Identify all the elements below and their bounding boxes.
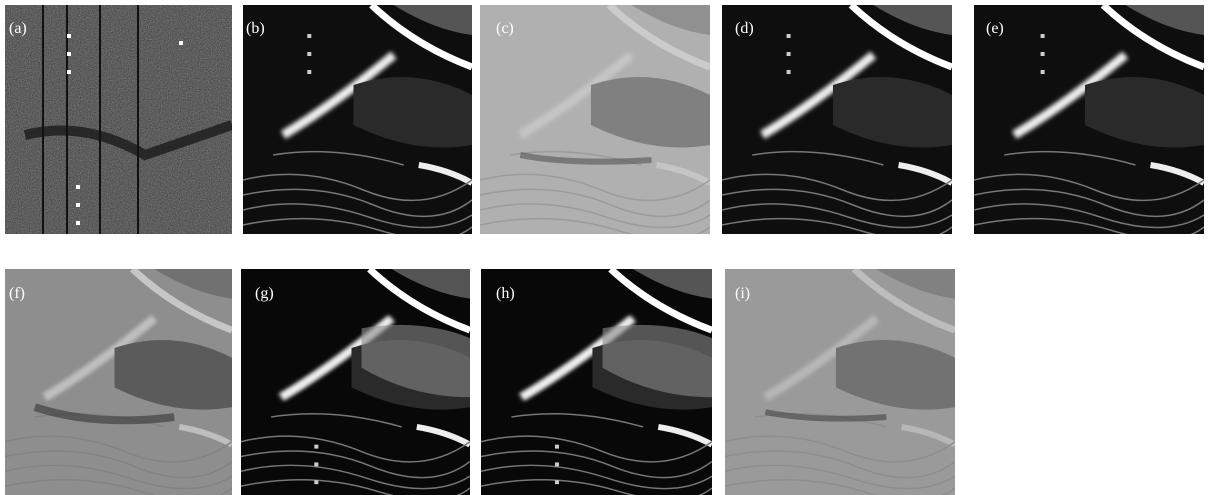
image-panel	[974, 5, 1204, 234]
image-panel	[5, 269, 232, 495]
panel-label: (g)	[255, 285, 274, 303]
panel-label: (c)	[496, 20, 514, 38]
image-panel	[722, 5, 952, 234]
panel-label: (e)	[986, 20, 1004, 38]
panel-label: (f)	[9, 285, 25, 303]
image-panel	[241, 269, 470, 495]
image-panel	[5, 5, 232, 234]
image-panel	[243, 5, 472, 234]
panel-label: (b)	[246, 20, 265, 38]
image-panel	[481, 269, 712, 495]
panel-label: (d)	[735, 20, 754, 38]
panel-label: (a)	[9, 20, 27, 38]
panel-label: (i)	[735, 285, 750, 303]
image-panel	[480, 5, 710, 234]
image-panel	[725, 269, 955, 495]
figure: (a) (b) (c) (d) (e) (f) (g) (h) (i)	[0, 0, 1211, 495]
panel-label: (h)	[496, 285, 515, 303]
